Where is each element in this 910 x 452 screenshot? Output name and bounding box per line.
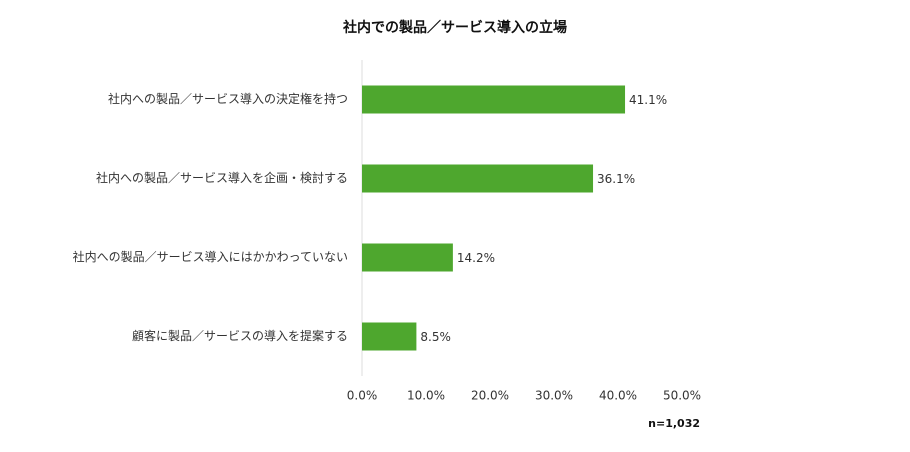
x-tick-label: 0.0% bbox=[347, 389, 378, 403]
bar bbox=[362, 85, 626, 114]
chart-title: 社内での製品／サービス導入の立場 bbox=[342, 19, 567, 36]
x-tick-label: 10.0% bbox=[407, 389, 445, 403]
y-tick-label: 社内への製品／サービス導入の決定権を持つ bbox=[108, 91, 348, 106]
y-tick-label: 顧客に製品／サービスの導入を提案する bbox=[132, 328, 348, 343]
sample-note: n=1,032 bbox=[648, 417, 700, 430]
x-tick-label: 50.0% bbox=[663, 389, 701, 403]
y-tick-label: 社内への製品／サービス導入にはかかわっていない bbox=[73, 249, 348, 264]
value-label: 36.1% bbox=[597, 172, 635, 186]
x-tick-label: 40.0% bbox=[599, 389, 637, 403]
x-tick-label: 20.0% bbox=[471, 389, 509, 403]
bar bbox=[362, 243, 453, 272]
x-tick-label: 30.0% bbox=[535, 389, 573, 403]
bar bbox=[362, 322, 417, 351]
y-tick-label: 社内への製品／サービス導入を企画・検討する bbox=[96, 170, 348, 185]
value-label: 8.5% bbox=[420, 330, 451, 344]
bar bbox=[362, 164, 594, 193]
value-label: 41.1% bbox=[629, 93, 667, 107]
value-label: 14.2% bbox=[457, 251, 495, 265]
